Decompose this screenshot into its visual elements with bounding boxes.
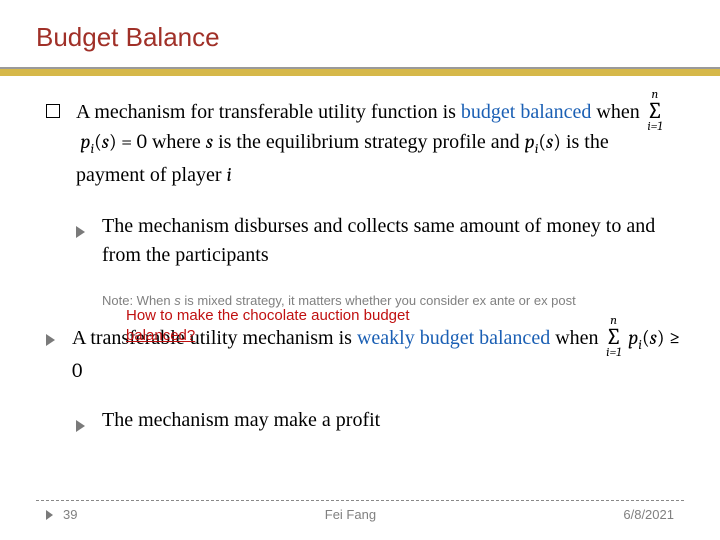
sum-upper: n — [652, 86, 659, 104]
checkbox-icon — [46, 104, 60, 118]
callout-question: How to make the chocolate auction budget… — [126, 306, 516, 345]
text: The mechanism may make a profit — [102, 406, 680, 441]
footer-author: Fei Fang — [325, 507, 376, 522]
math-i: i — [227, 163, 232, 186]
text: where — [147, 131, 206, 153]
text: The mechanism disburses and collects sam… — [102, 212, 680, 270]
text: How to make the chocolate auction budget — [126, 307, 410, 324]
divider-gold — [0, 69, 720, 76]
page-number: 39 — [63, 507, 77, 522]
text: when — [550, 327, 603, 349]
slide-body: A mechanism for transferable utility fun… — [0, 76, 720, 441]
triangle-bullet-icon — [46, 334, 55, 346]
slide-title: Budget Balance — [36, 22, 720, 53]
triangle-bullet-icon — [76, 420, 85, 432]
sum-lower: i=1 — [647, 118, 662, 136]
sum-lower: i=1 — [606, 344, 621, 362]
sub-bullet-2: The mechanism may make a profit — [46, 406, 680, 441]
term-budget-balanced: budget balanced — [461, 101, 592, 123]
math-s: s — [206, 130, 213, 153]
math-pi-s: pi(s) — [525, 130, 561, 153]
text: A mechanism for transferable utility fun… — [76, 101, 461, 123]
footer-date: 6/8/2021 — [623, 507, 674, 522]
text: when — [591, 101, 644, 123]
sum-upper: n — [610, 312, 617, 330]
slide-footer: 39 Fei Fang 6/8/2021 — [0, 500, 720, 522]
text: balanced? — [126, 327, 195, 344]
triangle-bullet-icon — [76, 226, 85, 238]
footer-divider — [36, 500, 684, 501]
sub-bullet-1: The mechanism disburses and collects sam… — [46, 212, 680, 270]
text: is the equilibrium strategy profile and — [213, 131, 525, 153]
triangle-bullet-icon — [46, 510, 53, 520]
bullet-main-1: A mechanism for transferable utility fun… — [46, 94, 680, 190]
